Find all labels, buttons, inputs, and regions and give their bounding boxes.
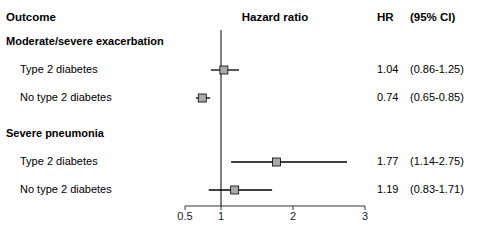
column-header: Outcome — [6, 11, 56, 23]
axis-line — [185, 206, 365, 207]
ci-line — [231, 161, 347, 162]
hr-label: 1.04 — [377, 63, 398, 75]
x-axis: 0.5 1 2 3 — [177, 206, 368, 222]
tick-label: 3 — [362, 210, 368, 222]
row-label: No type 2 diabetes — [20, 91, 112, 103]
tick-label: 2 — [290, 210, 296, 222]
column-header: HR — [377, 11, 394, 23]
ci-label: (0.65-0.85) — [410, 91, 464, 103]
group-label: Severe pneumonia — [6, 127, 105, 139]
axis-label: Hazard ratio — [242, 11, 308, 23]
tick-label: 0.5 — [177, 210, 192, 222]
ci-line — [209, 189, 272, 190]
hr-label: 1.77 — [377, 155, 398, 167]
chart: Outcome Hazard ratio HR (95% CI) 0.5 1 2 3 Moder… — [0, 0, 500, 242]
estimate-marker — [272, 158, 280, 166]
ci-label: (0.86-1.25) — [410, 63, 464, 75]
tick-label: 1 — [218, 210, 224, 222]
group-label: Moderate/severe exacerbation — [6, 35, 164, 47]
estimate-marker — [220, 66, 228, 74]
estimate-marker — [231, 186, 239, 194]
row-label: No type 2 diabetes — [20, 183, 112, 195]
hr-label: 0.74 — [377, 91, 398, 103]
ci-label: (0.83-1.71) — [410, 183, 464, 195]
estimate-marker — [198, 94, 206, 102]
reference-line — [221, 30, 222, 206]
ci-label: (1.14-2.75) — [410, 155, 464, 167]
row-label: Type 2 diabetes — [20, 155, 98, 167]
hr-label: 1.19 — [377, 183, 398, 195]
column-header: (95% CI) — [410, 11, 456, 23]
plot-area — [196, 30, 347, 206]
row-label: Type 2 diabetes — [20, 63, 98, 75]
